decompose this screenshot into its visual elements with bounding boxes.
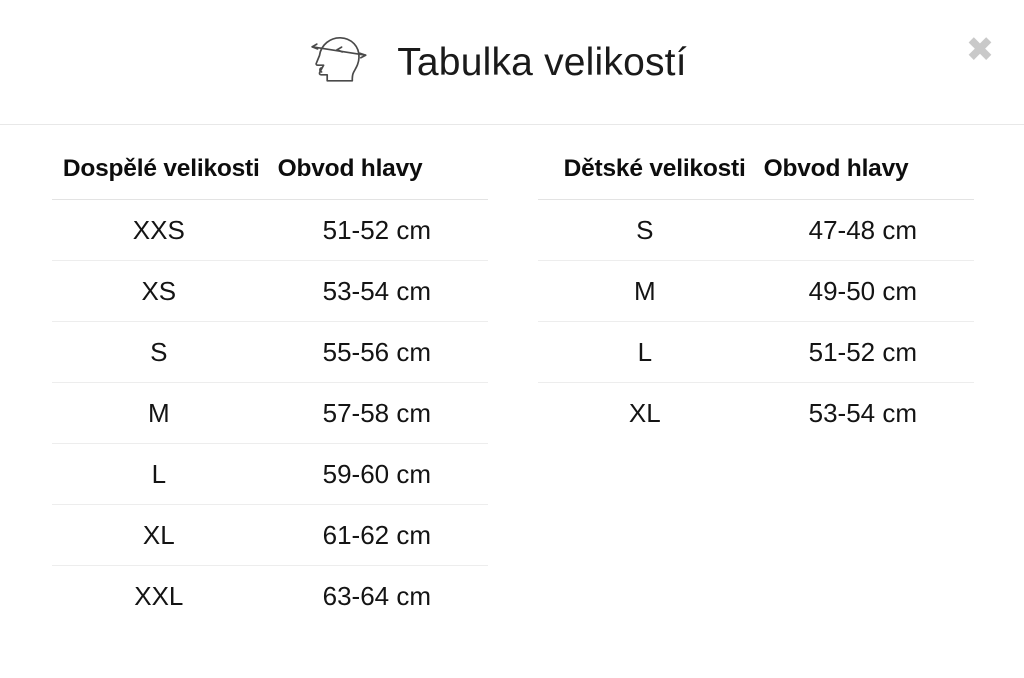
table-row: L 59-60 cm (52, 443, 488, 505)
close-icon[interactable]: ✖ (960, 30, 1000, 70)
cell-circumference: 51-52 cm (751, 321, 974, 383)
cell-size: XL (628, 398, 661, 428)
cell-size: M (538, 260, 752, 322)
table-row: L 51-52 cm (538, 321, 974, 383)
cell-circumference: 59-60 cm (265, 443, 488, 505)
page-title: Tabulka velikostí (397, 40, 687, 84)
table-row: S 47-48 cm (538, 199, 974, 261)
modal-body: Dospělé velikosti Obvod hlavy XXS 51-52 … (0, 125, 1024, 678)
cell-circumference: 51-52 cm (265, 199, 488, 261)
column-header-adult-size: Dospělé velikosti (52, 155, 266, 200)
cell-circumference: 53-54 cm (808, 398, 917, 428)
cell-size: XXL (134, 581, 184, 611)
cell-circumference: 63-64 cm (322, 581, 431, 611)
cell-size: M (52, 382, 266, 444)
cell-circumference: 49-50 cm (751, 260, 974, 322)
cell-circumference: 53-54 cm (265, 260, 488, 322)
cell-size: S (538, 199, 752, 261)
head-measure-icon (311, 36, 367, 82)
cell-circumference: 61-62 cm (265, 504, 488, 566)
cell-size: XS (52, 260, 266, 322)
table-row: M 57-58 cm (52, 382, 488, 444)
adult-size-table: Dospělé velikosti Obvod hlavy XXS 51-52 … (52, 155, 488, 626)
kids-size-table: Dětské velikosti Obvod hlavy S 47-48 cm … (538, 155, 974, 443)
header-title-group: Tabulka velikostí (309, 33, 687, 91)
modal-header: Tabulka velikostí ✖ (0, 0, 1024, 125)
table-header-row: Dětské velikosti Obvod hlavy (538, 155, 974, 200)
column-header-adult-circumference: Obvod hlavy (265, 155, 488, 200)
kids-size-table-block: Dětské velikosti Obvod hlavy S 47-48 cm … (538, 155, 974, 443)
column-header-kids-circumference: Obvod hlavy (751, 155, 974, 200)
cell-size: XXS (52, 199, 266, 261)
cell-circumference: 57-58 cm (265, 382, 488, 444)
adult-size-table-block: Dospělé velikosti Obvod hlavy XXS 51-52 … (52, 155, 488, 626)
cell-size: S (52, 321, 266, 383)
table-row: XS 53-54 cm (52, 260, 488, 322)
table-row: XL 53-54 cm (538, 383, 974, 444)
cell-circumference: 47-48 cm (751, 199, 974, 261)
column-header-kids-size: Dětské velikosti (538, 155, 752, 200)
table-row: M 49-50 cm (538, 260, 974, 322)
table-row: XL 61-62 cm (52, 504, 488, 566)
cell-size: L (538, 321, 752, 383)
table-header-row: Dospělé velikosti Obvod hlavy (52, 155, 488, 200)
table-row: S 55-56 cm (52, 321, 488, 383)
table-row: XXS 51-52 cm (52, 199, 488, 261)
cell-circumference: 55-56 cm (265, 321, 488, 383)
cell-size: L (52, 443, 266, 505)
table-row: XXL 63-64 cm (52, 566, 488, 627)
cell-size: XL (52, 504, 266, 566)
